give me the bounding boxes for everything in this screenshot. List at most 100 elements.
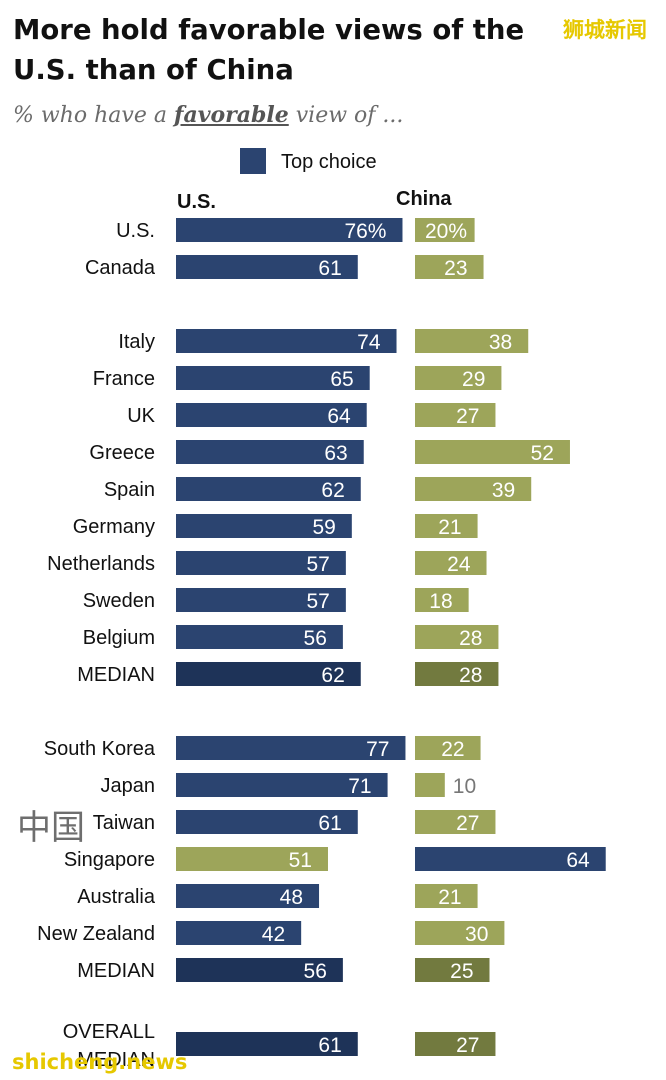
value-china-australia: 21 — [438, 886, 461, 909]
value-us-new-zealand: 42 — [262, 923, 285, 946]
value-us-overall-median: 61 — [318, 1034, 341, 1057]
bar-china-uk — [415, 403, 496, 427]
subtitle-prefix: % who have a — [13, 103, 174, 128]
bar-china-germany — [415, 514, 478, 538]
row-label-overall-median-line1: OVERALL — [63, 1021, 155, 1043]
value-us-sweden: 57 — [307, 590, 330, 613]
bar-us-uk — [176, 403, 367, 427]
bar-china-new-zealand — [415, 921, 505, 945]
column-header-us: U.S. — [177, 191, 216, 213]
value-us-singapore: 51 — [289, 849, 312, 872]
value-us-u-s-: 76% — [344, 220, 386, 243]
row-label-spain: Spain — [104, 479, 155, 501]
value-china-japan: 10 — [453, 775, 476, 798]
value-china-france: 29 — [462, 368, 485, 391]
value-us-taiwan: 61 — [318, 812, 341, 835]
bar-us-u-s- — [176, 218, 403, 242]
bar-china-japan — [415, 773, 445, 797]
value-china-spain: 39 — [492, 479, 515, 502]
bar-us-greece — [176, 440, 364, 464]
row-label-new-zealand: New Zealand — [37, 923, 155, 945]
value-us-spain: 62 — [321, 479, 344, 502]
value-us-france: 65 — [330, 368, 353, 391]
value-china-overall-median: 27 — [456, 1034, 479, 1057]
row-label-belgium: Belgium — [83, 627, 155, 649]
row-label-france: France — [93, 368, 155, 390]
watermark-bottom-left: shicheng.news — [12, 1050, 188, 1074]
subtitle-suffix: view of ... — [288, 103, 404, 128]
value-china-greece: 52 — [531, 442, 554, 465]
value-us-italy: 74 — [357, 331, 381, 354]
row-label-australia: Australia — [77, 886, 156, 908]
value-us-belgium: 56 — [304, 627, 327, 650]
watermark-top-right: 狮城新闻 — [563, 18, 647, 42]
chart-subtitle: % who have a favorable view of ... — [13, 102, 403, 128]
row-label-u-s-: U.S. — [116, 220, 155, 242]
value-china-germany: 21 — [438, 516, 461, 539]
bar-us-netherlands — [176, 551, 346, 575]
bar-us-france — [176, 366, 370, 390]
value-us-germany: 59 — [312, 516, 335, 539]
bar-china-median — [415, 958, 490, 982]
bar-china-australia — [415, 884, 478, 908]
value-china-median: 25 — [450, 960, 473, 983]
column-header-china: China — [396, 188, 452, 210]
row-label-sweden: Sweden — [83, 590, 155, 612]
value-us-south-korea: 77 — [366, 738, 389, 761]
value-china-canada: 23 — [444, 257, 467, 280]
bar-china-overall-median — [415, 1032, 496, 1056]
bar-us-new-zealand — [176, 921, 302, 945]
value-china-u-s-: 20% — [425, 220, 467, 243]
bar-china-greece — [415, 440, 570, 464]
bar-us-japan — [176, 773, 388, 797]
bar-us-singapore — [176, 847, 328, 871]
bar-us-sweden — [176, 588, 346, 612]
value-us-median: 56 — [304, 960, 327, 983]
bar-china-singapore — [415, 847, 606, 871]
bar-china-netherlands — [415, 551, 487, 575]
row-label-median: MEDIAN — [77, 960, 155, 982]
value-us-australia: 48 — [280, 886, 303, 909]
row-label-overall-median-line2: MEDIAN — [77, 1049, 155, 1071]
bar-us-canada — [176, 255, 358, 279]
subtitle-emphasis: favorable — [173, 102, 289, 128]
bar-us-south-korea — [176, 736, 406, 760]
bar-us-italy — [176, 329, 397, 353]
value-china-taiwan: 27 — [456, 812, 479, 835]
value-us-canada: 61 — [318, 257, 341, 280]
value-china-sweden: 18 — [429, 590, 452, 613]
bar-china-u-s- — [415, 218, 475, 242]
bar-china-belgium — [415, 625, 499, 649]
watermark-middle-left: 中国 — [17, 808, 85, 848]
value-us-greece: 63 — [324, 442, 347, 465]
bar-china-sweden — [415, 588, 469, 612]
row-label-greece: Greece — [89, 442, 155, 464]
legend-swatch — [240, 148, 266, 174]
bar-us-median — [176, 958, 343, 982]
value-china-netherlands: 24 — [447, 553, 471, 576]
bar-us-belgium — [176, 625, 343, 649]
bar-china-taiwan — [415, 810, 496, 834]
bar-china-canada — [415, 255, 484, 279]
value-us-median: 62 — [321, 664, 344, 687]
row-label-germany: Germany — [73, 516, 155, 538]
bar-us-taiwan — [176, 810, 358, 834]
value-china-singapore: 64 — [566, 849, 590, 872]
chart-title: More hold favorable views of the U.S. th… — [13, 14, 525, 86]
bar-us-median — [176, 662, 361, 686]
row-label-taiwan: Taiwan — [93, 812, 155, 834]
value-us-japan: 71 — [348, 775, 371, 798]
value-china-median: 28 — [459, 664, 482, 687]
bar-china-france — [415, 366, 502, 390]
row-label-singapore: Singapore — [64, 849, 155, 871]
value-china-italy: 38 — [489, 331, 512, 354]
bar-us-germany — [176, 514, 352, 538]
bar-china-italy — [415, 329, 529, 353]
value-china-uk: 27 — [456, 405, 479, 428]
row-label-canada: Canada — [85, 257, 156, 279]
row-label-japan: Japan — [101, 775, 156, 797]
bar-china-spain — [415, 477, 532, 501]
value-us-netherlands: 57 — [307, 553, 330, 576]
value-china-new-zealand: 30 — [465, 923, 488, 946]
